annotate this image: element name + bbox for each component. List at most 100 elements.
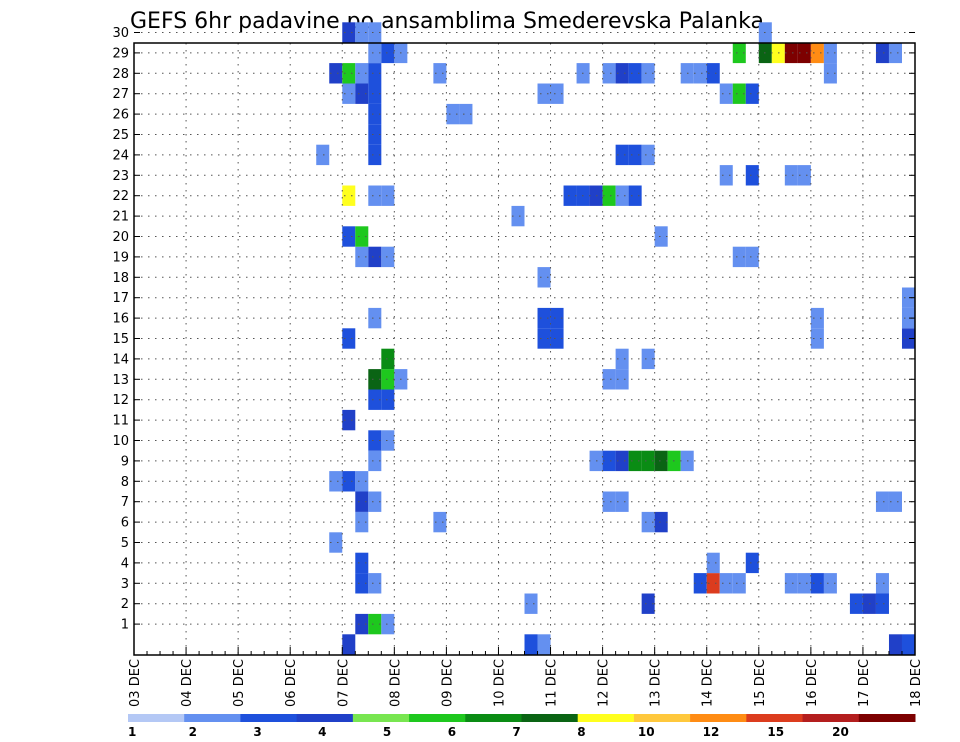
precip-cell-member-7-32	[355, 491, 369, 512]
colorbar-swatch	[802, 714, 860, 722]
precip-cell-member-13-59	[615, 369, 629, 390]
precip-cell-member-27-115	[550, 83, 564, 104]
precip-cell-member-30-146	[355, 22, 369, 43]
colorbar-label: 6	[448, 725, 456, 739]
precip-cell-member-24-102	[316, 144, 330, 166]
y-tick-label: 28	[112, 67, 129, 82]
y-tick-label: 23	[112, 169, 129, 184]
precip-cell-member-22-95	[615, 185, 629, 206]
precip-cell-member-27-112	[355, 83, 369, 104]
precip-cell-member-14-62	[615, 348, 629, 370]
y-tick-label: 26	[112, 108, 129, 123]
colorbar-label: 20	[832, 725, 849, 739]
precip-cell-member-15-65	[537, 328, 551, 349]
precip-cell-member-6-30	[641, 511, 655, 533]
colorbar-swatch	[465, 714, 522, 722]
precip-cell-member-20-83	[342, 226, 356, 247]
precip-cell-member-15-64	[342, 328, 356, 349]
precip-cell-member-29-144	[888, 42, 902, 64]
precip-cell-member-22-88	[342, 185, 356, 206]
precip-cell-member-22-89	[368, 185, 382, 206]
colorbar-swatch	[690, 714, 747, 722]
precip-cell-member-2-9	[641, 593, 655, 614]
precip-cell-member-19-78	[355, 246, 369, 268]
colorbar-label: 8	[577, 725, 585, 739]
y-tick-label: 4	[121, 556, 129, 571]
precip-cell-member-29-142	[823, 42, 837, 64]
precip-cell-member-16-69	[368, 307, 382, 329]
y-tick-label: 29	[112, 46, 129, 61]
precip-cell-member-7-34	[602, 491, 616, 512]
precip-cell-member-27-117	[732, 83, 746, 104]
precip-cell-member-8-39	[342, 471, 356, 492]
precip-cell-member-27-113	[368, 83, 382, 104]
precip-cell-member-8-40	[355, 471, 369, 492]
colorbar-label: 2	[189, 725, 197, 739]
precip-cell-member-13-56	[381, 369, 395, 390]
colorbar-swatch	[296, 714, 354, 722]
y-tick-label: 18	[112, 271, 129, 286]
precip-cell-member-3-23	[875, 573, 889, 594]
precip-cell-member-0-0	[342, 634, 356, 655]
gridlines	[134, 32, 915, 655]
precip-cell-member-3-22	[810, 573, 824, 594]
precip-cell-member-30-145	[342, 22, 356, 43]
precip-cell-member-19-81	[732, 246, 746, 268]
precip-cell-member-6-29	[433, 511, 447, 533]
x-tick-label: 03 DEC	[128, 659, 143, 707]
precip-cell-member-6-31	[654, 511, 668, 533]
colorbar-label: 7	[512, 725, 520, 739]
precip-cell-member-23-101	[797, 165, 811, 186]
precip-cell-member-3-18	[732, 573, 746, 594]
precip-cell-member-0-3	[888, 634, 902, 655]
x-tick-label: 04 DEC	[180, 659, 195, 707]
precip-cell-member-21-86	[511, 205, 525, 227]
precip-cell-member-12-53	[368, 389, 382, 410]
precip-cell-member-3-17	[719, 573, 733, 594]
precip-cell-member-29-143	[875, 42, 889, 64]
precip-cell-member-29-133	[368, 42, 382, 64]
precip-cell-member-26-110	[459, 103, 473, 125]
precip-cell-member-29-140	[797, 42, 811, 64]
y-tick-label: 2	[121, 597, 129, 612]
precip-cell-member-16-70	[537, 307, 551, 329]
x-tick-label: 14 DEC	[701, 659, 716, 707]
precip-cell-member-4-24	[355, 552, 369, 574]
y-tick-label: 6	[121, 516, 129, 531]
y-tick-label: 13	[112, 373, 129, 388]
colorbar-swatch	[184, 714, 241, 722]
y-tick-label: 10	[112, 434, 129, 449]
precip-cell-member-27-118	[745, 83, 759, 104]
precip-cell-member-3-13	[355, 573, 369, 594]
precip-cell-member-29-134	[381, 42, 395, 64]
y-tick-label: 30	[112, 26, 129, 41]
precip-cell-member-20-84	[355, 226, 369, 247]
precip-cell-member-9-47	[654, 450, 668, 472]
precip-cell-member-2-8	[524, 593, 538, 614]
precip-cell-member-24-103	[368, 144, 382, 166]
precip-cell-member-23-99	[745, 165, 759, 186]
precip-cell-member-9-44	[615, 450, 629, 472]
precip-cell-member-4-26	[745, 552, 759, 574]
colorbar-label: 15	[767, 725, 784, 739]
precip-cell-member-0-1	[524, 634, 538, 655]
precip-cell-member-23-98	[719, 165, 733, 186]
colorbar-label: 5	[383, 725, 391, 739]
colorbar-label: 3	[253, 725, 261, 739]
precip-cell-member-14-63	[641, 348, 655, 370]
y-tick-label: 12	[112, 393, 129, 408]
y-tick-label: 9	[121, 454, 129, 469]
colorbar-swatch	[521, 714, 579, 722]
y-tick-label: 8	[121, 475, 129, 490]
precip-cell-member-28-131	[706, 63, 720, 84]
precip-cell-member-17-75	[901, 287, 915, 308]
x-tick-label: 09 DEC	[440, 659, 455, 707]
x-tick-label: 16 DEC	[805, 659, 820, 707]
y-tick-label: 27	[112, 87, 129, 102]
precip-cell-member-9-45	[628, 450, 642, 472]
colorbar-swatch	[633, 714, 691, 722]
precip-cell-member-24-106	[641, 144, 655, 166]
x-axis: 03 DEC 04 DEC 05 DEC 06 DEC 07 DEC 08 DEC 09 D…	[128, 647, 924, 707]
x-tick-label: 18 DEC	[909, 659, 924, 707]
